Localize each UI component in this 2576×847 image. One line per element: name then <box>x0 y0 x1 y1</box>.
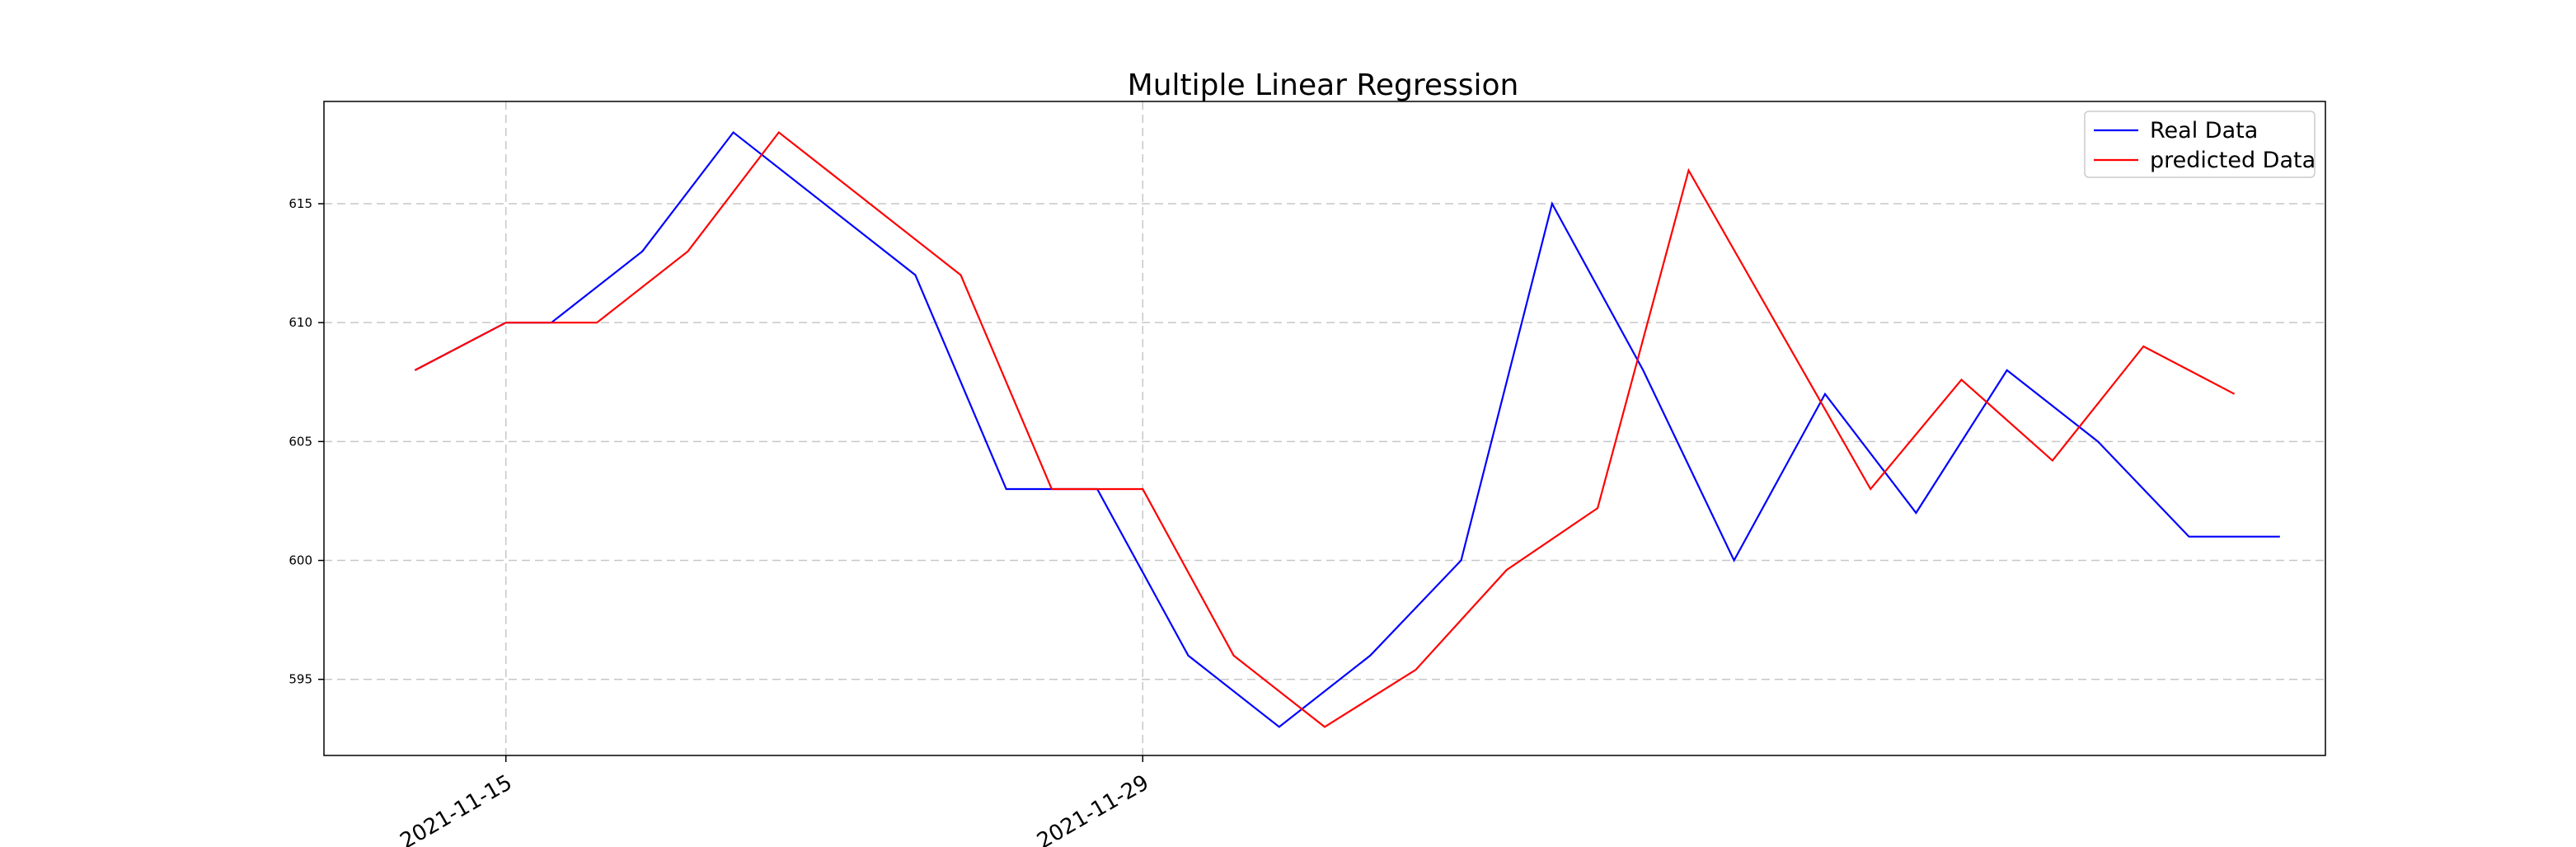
legend-label: predicted Data <box>2150 148 2316 173</box>
x-tick-label: 2021-11-15 <box>396 770 517 847</box>
plot-frame <box>323 101 2326 756</box>
y-tick-label: 595 <box>289 672 312 687</box>
legend: Real Data predicted Data <box>2084 111 2316 178</box>
x-tick-label: 2021-11-29 <box>1033 770 1153 847</box>
series-line-predicted-data <box>414 130 2236 728</box>
y-tick-label: 605 <box>289 434 312 449</box>
y-tick-label: 600 <box>289 553 312 568</box>
legend-box <box>2084 111 2316 178</box>
y-tick-label: 610 <box>289 315 312 330</box>
legend-label: Real Data <box>2150 118 2258 144</box>
axis-layer: 595 600 605 610 615 2021-11-15 2021-11-29 <box>289 196 1153 847</box>
series-layer <box>414 130 2280 728</box>
y-tick-label: 615 <box>289 196 312 211</box>
chart-title: Multiple Linear Regression <box>1128 68 1519 102</box>
grid-layer <box>324 101 2325 755</box>
series-line-real-data <box>414 130 2280 728</box>
